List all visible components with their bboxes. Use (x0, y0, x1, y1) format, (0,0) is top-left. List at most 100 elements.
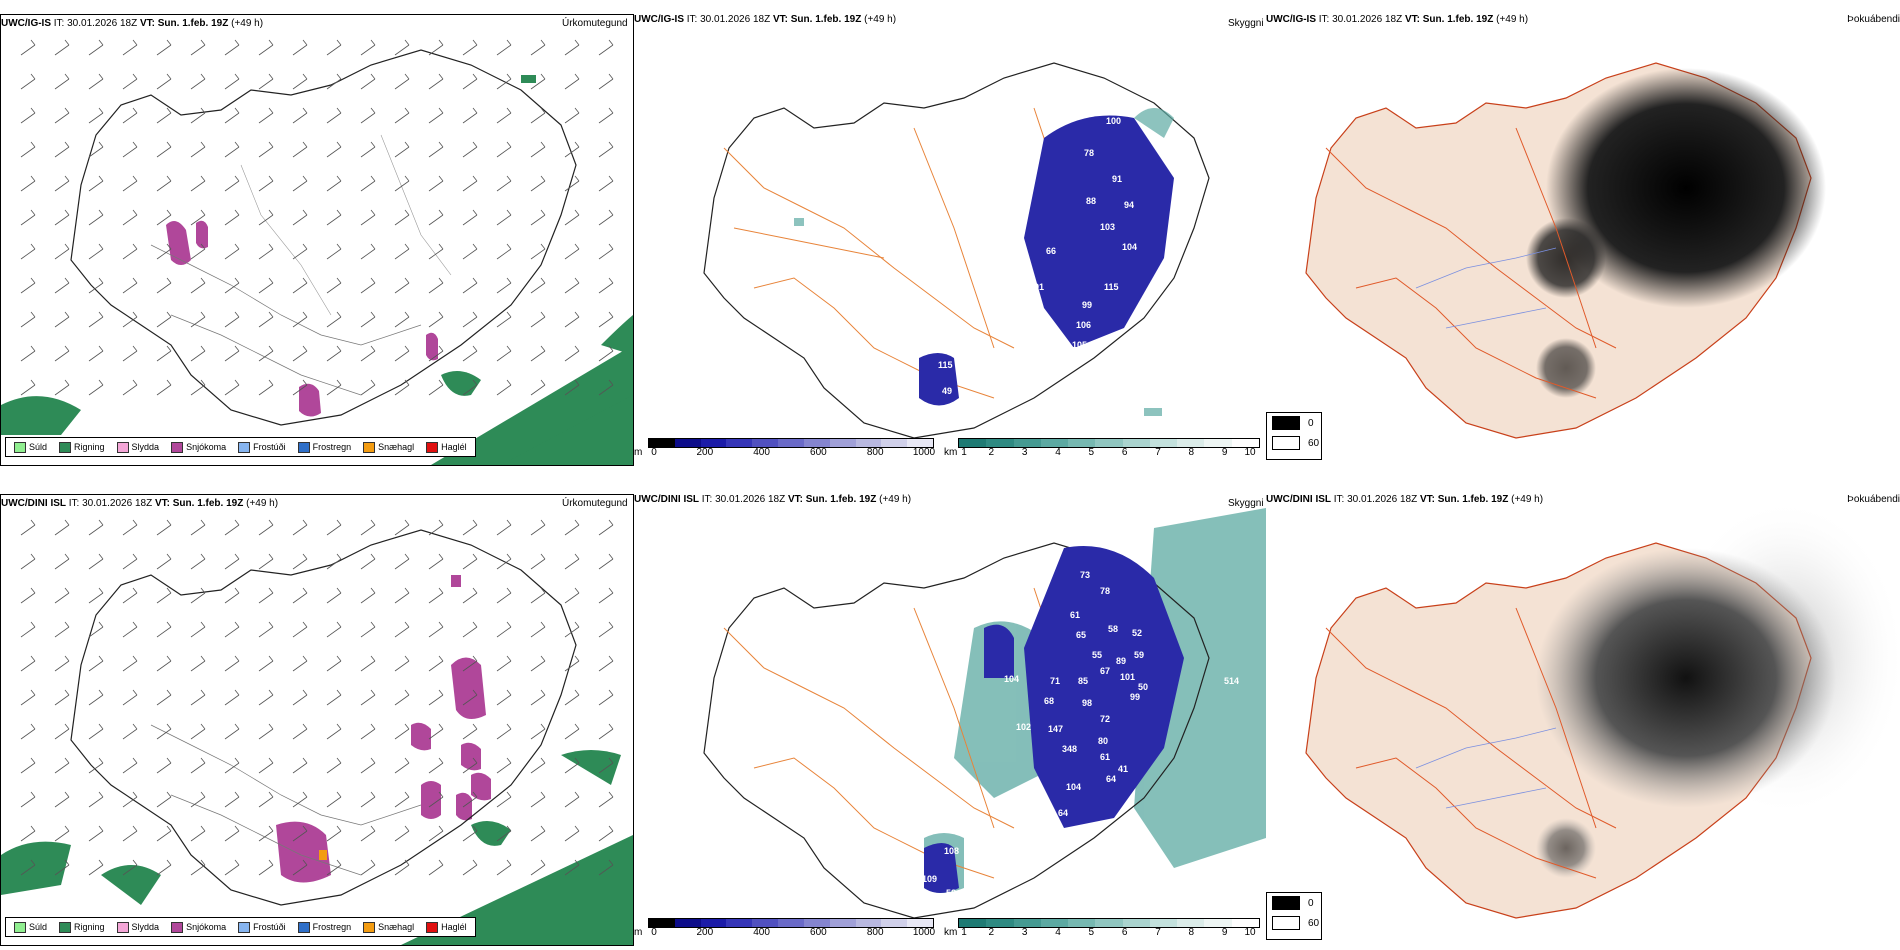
wind-barb (598, 73, 614, 90)
wind-barb (122, 209, 138, 226)
wind-barb (360, 379, 376, 396)
wind-barb (496, 791, 512, 808)
wind-barb (598, 311, 614, 328)
colorbar-tick: 1 (961, 447, 967, 458)
wind-barb (88, 723, 104, 740)
wind-barb (20, 723, 36, 740)
wind-barb (258, 859, 274, 876)
wind-barb (496, 723, 512, 740)
ceiling-colorbar-row2: m 0 200 400 600 800 1000 (634, 918, 936, 938)
wind-barb (20, 757, 36, 774)
wind-barb (428, 587, 444, 604)
cloud-base-label: 106 (1076, 320, 1091, 330)
fog-legend-row: 0 (1267, 893, 1321, 913)
wind-barb (88, 519, 104, 536)
wind-barb (20, 73, 36, 90)
wind-barb (394, 655, 410, 672)
wind-barb (258, 73, 274, 90)
colorbar-tick: 10 (1244, 447, 1256, 458)
wind-barb (598, 757, 614, 774)
wind-barb (88, 243, 104, 260)
wind-barb (156, 107, 172, 124)
cloud-base-label: 108 (944, 846, 959, 856)
legend-label: Slydda (131, 442, 160, 452)
wind-barb (496, 825, 512, 842)
cloud-base-label: 41 (1118, 764, 1128, 774)
legend-label: Súld (29, 922, 48, 932)
colorbar-tick: 800 (866, 447, 884, 458)
wind-barb (496, 621, 512, 638)
cloud-base-label: 52 (1132, 628, 1142, 638)
wind-barb (88, 587, 104, 604)
colorbar-gradient (648, 918, 934, 928)
wind-barb (156, 73, 172, 90)
wind-barb (428, 859, 444, 876)
wind-barb (54, 825, 70, 842)
wind-barb (496, 175, 512, 192)
wind-barb (88, 277, 104, 294)
fog-legend-label: 60 (1308, 437, 1320, 449)
legend-item: Súld (14, 921, 48, 933)
cloud-base-label: 94 (1124, 200, 1134, 210)
wind-barb (462, 689, 478, 706)
wind-barb (326, 209, 342, 226)
cloud-base-label: 102 (1016, 722, 1031, 732)
wind-barb (462, 723, 478, 740)
wind-barb (462, 345, 478, 362)
wind-barb (530, 243, 546, 260)
wind-barb (156, 345, 172, 362)
cloud-base-label: 91 (1112, 174, 1122, 184)
wind-barb (224, 859, 240, 876)
legend-item: Snjókoma (171, 921, 226, 933)
wind-barb (530, 553, 546, 570)
wind-barb (360, 243, 376, 260)
wind-barb (598, 243, 614, 260)
wind-barb (462, 587, 478, 604)
cloud-base-label: 89 (1116, 656, 1126, 666)
wind-barb (360, 277, 376, 294)
wind-barb (360, 73, 376, 90)
wind-barb (394, 519, 410, 536)
wind-barb (496, 587, 512, 604)
wind-barb (326, 107, 342, 124)
panel-name-cloud-row1: Skyggni (1228, 18, 1264, 29)
wind-barb (292, 73, 308, 90)
wind-barb (258, 311, 274, 328)
wind-barb (462, 859, 478, 876)
wind-barb (292, 277, 308, 294)
wind-barb (428, 73, 444, 90)
wind-barb (224, 73, 240, 90)
cloud-base-label: 61 (1100, 752, 1110, 762)
wind-barb (326, 141, 342, 158)
wind-barb (190, 825, 206, 842)
wind-barb (54, 209, 70, 226)
wind-barb (598, 209, 614, 226)
wind-barb (428, 175, 444, 192)
wind-barb (122, 379, 138, 396)
wind-barb (326, 859, 342, 876)
wind-barb (54, 73, 70, 90)
visibility-colorbar-row2: km 1 2 3 4 5 6 7 8 9 10 (944, 918, 1264, 938)
wind-barb (598, 655, 614, 672)
wind-barb (462, 757, 478, 774)
wind-barb (360, 825, 376, 842)
wind-barb (54, 587, 70, 604)
wind-barb (54, 723, 70, 740)
wind-barb (496, 73, 512, 90)
wind-barb (224, 587, 240, 604)
colorbar-tick: 1000 (912, 927, 936, 938)
wind-barb (156, 243, 172, 260)
wind-barb (258, 825, 274, 842)
wind-barb (530, 175, 546, 192)
legend-swatch (297, 441, 310, 453)
wind-barb (428, 107, 444, 124)
wind-barb (326, 243, 342, 260)
wind-barb (530, 791, 546, 808)
wind-barb (88, 311, 104, 328)
legend-item: Frostregn (297, 921, 351, 933)
wind-barb (530, 655, 546, 672)
legend-item: Haglél (426, 921, 467, 933)
wind-barb (394, 277, 410, 294)
wind-barb (564, 73, 580, 90)
cloud-base-label: 91 (1034, 282, 1044, 292)
